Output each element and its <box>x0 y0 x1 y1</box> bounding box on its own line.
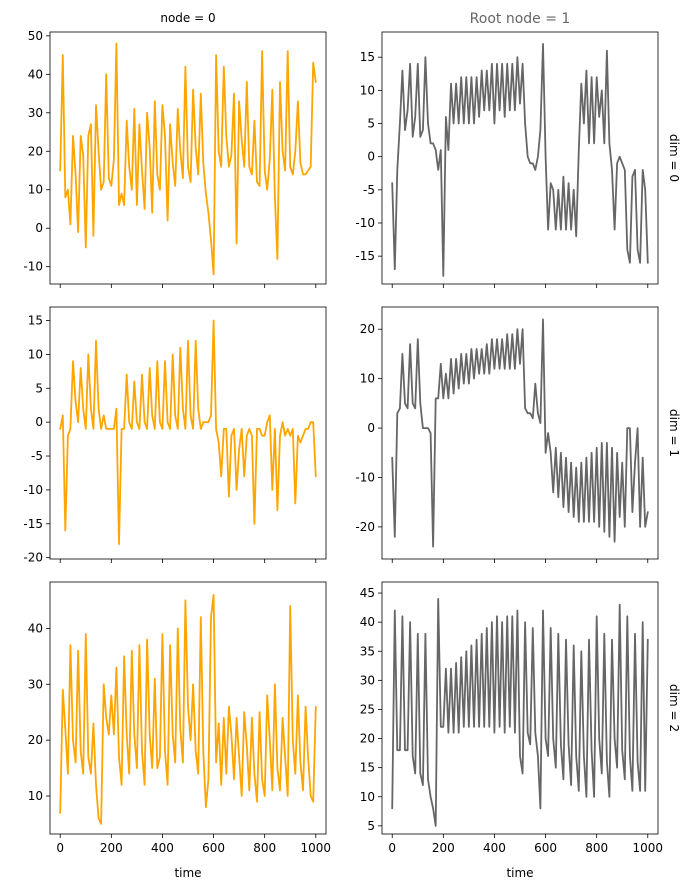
axes-frame <box>381 581 659 835</box>
x-tick-label: 400 <box>151 841 174 855</box>
y-tick-label: 10 <box>28 183 43 197</box>
x-axis-label-right: time <box>506 866 533 880</box>
panel-r0-c0: -10 0 10 20 30 40 50 <box>23 29 327 288</box>
y-tick-label: 15 <box>360 50 375 64</box>
y-tick-label: 40 <box>28 67 43 81</box>
series-line-root-node-1 <box>391 318 649 548</box>
series-line-node-0 <box>59 319 317 545</box>
x-tick-label: 800 <box>585 841 608 855</box>
y-tick-label: -15 <box>355 249 375 263</box>
y-tick-label: 30 <box>28 677 43 691</box>
x-tick-label: 1000 <box>301 841 332 855</box>
y-tick-label: 10 <box>28 789 43 803</box>
panel-r2-c1: 5 10 15 20 25 30 35 40 45 0 200 400 600 800 1000 <box>360 581 664 855</box>
x-tick-label: 200 <box>100 841 123 855</box>
y-tick-label: -10 <box>355 216 375 230</box>
x-tick-label: 0 <box>56 841 64 855</box>
y-tick-label: 10 <box>360 83 375 97</box>
y-tick-label: -15 <box>23 517 43 531</box>
y-tick-label: 20 <box>360 322 375 336</box>
axes-frame <box>49 581 327 835</box>
y-tick-label: 25 <box>360 702 375 716</box>
y-tick-label: -5 <box>31 449 43 463</box>
series-line-node-0 <box>59 42 317 276</box>
y-tick-label: 20 <box>360 732 375 746</box>
axes-frame <box>49 306 327 560</box>
row-label-dim-1: dim = 1 <box>667 409 681 457</box>
y-tick-label: 30 <box>360 673 375 687</box>
panel-r1-c1: -20 -10 0 10 20 <box>355 306 659 563</box>
y-tick-label: 35 <box>360 644 375 658</box>
y-tick-label: 5 <box>367 117 375 131</box>
axes-frame <box>381 31 659 285</box>
row-label-dim-2: dim = 2 <box>667 684 681 732</box>
x-tick-label: 600 <box>534 841 557 855</box>
y-tick-label: -10 <box>355 470 375 484</box>
y-tick-label: -10 <box>23 260 43 274</box>
panels: -1001020304050-15-10-5051015-20-15-10-50… <box>23 29 663 855</box>
x-tick-label: 800 <box>253 841 276 855</box>
y-tick-label: 15 <box>28 314 43 328</box>
y-tick-label: -5 <box>363 183 375 197</box>
y-tick-label: 40 <box>360 615 375 629</box>
y-tick-label: 20 <box>28 733 43 747</box>
panel-r0-c1: -15 -10 -5 0 5 10 15 <box>355 31 659 288</box>
y-tick-label: 40 <box>28 621 43 635</box>
y-tick-label: 50 <box>28 29 43 43</box>
y-tick-label: -20 <box>23 551 43 565</box>
y-tick-label: 15 <box>360 761 375 775</box>
y-tick-label: 0 <box>367 150 375 164</box>
y-tick-label: 5 <box>367 819 375 833</box>
x-tick-label: 200 <box>432 841 455 855</box>
col-title-right: Root node = 1 <box>470 11 571 27</box>
panel-r1-c0: -20 -15 -10 -5 0 5 10 15 <box>23 306 327 565</box>
y-tick-label: 10 <box>360 790 375 804</box>
x-tick-label: 0 <box>388 841 396 855</box>
y-tick-label: 10 <box>28 347 43 361</box>
axes-frame <box>49 31 327 285</box>
x-tick-label: 400 <box>483 841 506 855</box>
y-tick-label: 5 <box>35 381 43 395</box>
col-title-left: node = 0 <box>160 11 215 25</box>
y-tick-label: 20 <box>28 144 43 158</box>
series-line-node-0 <box>59 594 317 825</box>
x-tick-label: 1000 <box>633 841 664 855</box>
x-axis-label-left: time <box>174 866 201 880</box>
col-title-root-node-1: Root node = 1 <box>470 11 571 27</box>
y-tick-label: 45 <box>360 586 375 600</box>
y-tick-label: -20 <box>355 520 375 534</box>
axes-frame <box>381 306 659 560</box>
y-tick-label: 0 <box>35 221 43 235</box>
y-tick-label: -10 <box>23 483 43 497</box>
row-label-dim-0: dim = 0 <box>667 134 681 182</box>
y-tick-label: 0 <box>367 421 375 435</box>
y-tick-label: 0 <box>35 415 43 429</box>
x-tick-label: 600 <box>202 841 225 855</box>
series-line-root-node-1 <box>391 43 649 277</box>
col-title-node-0: node = 0 <box>160 11 215 25</box>
y-tick-label: 30 <box>28 106 43 120</box>
y-tick-label: 10 <box>360 372 375 386</box>
series-line-root-node-1 <box>391 598 649 827</box>
